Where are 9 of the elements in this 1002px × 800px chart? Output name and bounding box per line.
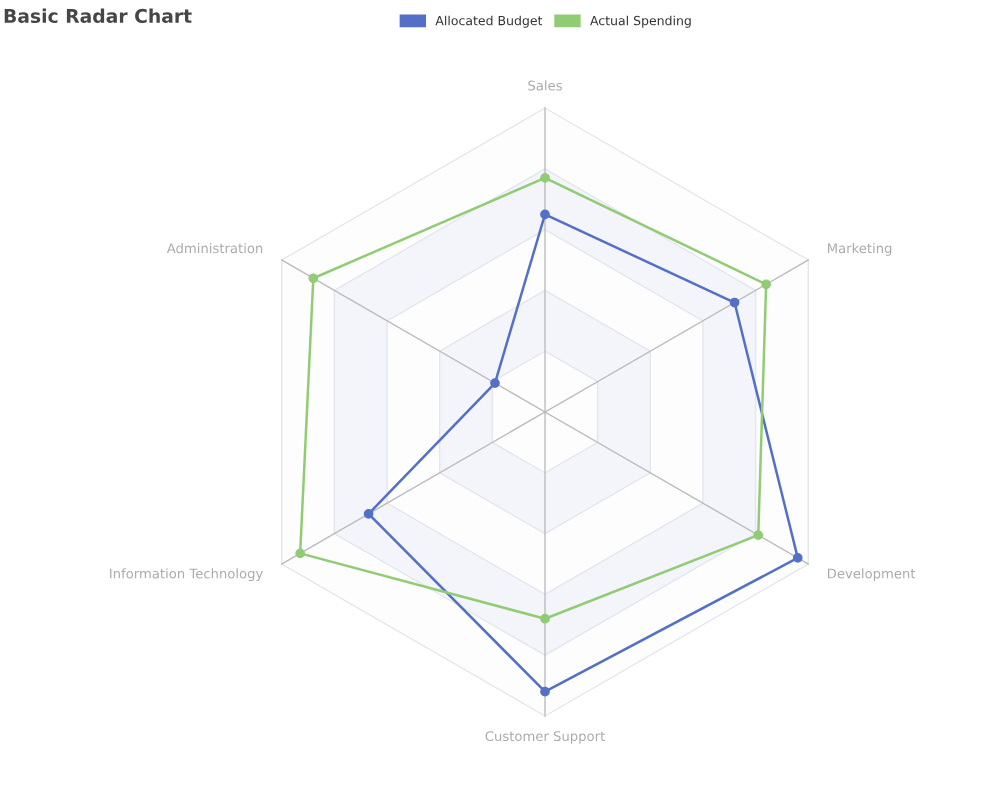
legend-label: Actual Spending (590, 15, 691, 28)
spoke-label: Information Technology (110, 568, 263, 582)
chart-title: Basic Radar Chart (4, 8, 192, 24)
legend-label: Allocated Budget (435, 15, 543, 28)
spoke-label: Development (828, 568, 916, 582)
spoke-label: Sales (528, 80, 562, 91)
spoke-label: Customer Support (485, 731, 605, 744)
spoke-label: Marketing (828, 242, 892, 256)
spoke-label: Administration (166, 242, 263, 254)
